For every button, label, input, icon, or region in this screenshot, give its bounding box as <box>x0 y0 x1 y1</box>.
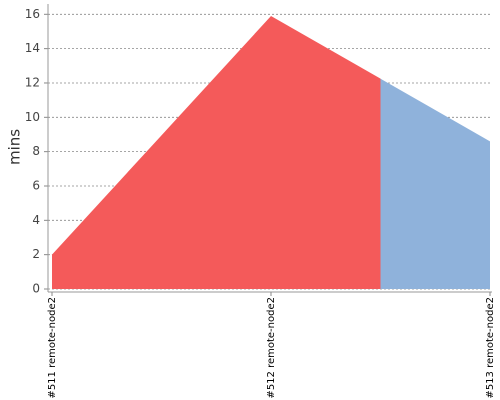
y-tick-label: 10 <box>25 110 40 124</box>
x-tick-label: #513 remote-node2 <box>485 297 496 399</box>
y-tick-label: 0 <box>32 282 40 296</box>
y-tick-label: 16 <box>25 7 40 21</box>
y-axis-label: mins <box>6 129 24 165</box>
x-tick-label: #512 remote-node2 <box>266 297 277 399</box>
y-tick-label: 14 <box>25 41 40 55</box>
y-tick-label: 12 <box>25 75 40 89</box>
y-tick-label: 2 <box>32 247 40 261</box>
y-tick-label: 6 <box>32 178 40 192</box>
y-tick-label: 4 <box>32 213 40 227</box>
area-segment <box>380 78 490 289</box>
area-segment <box>52 135 162 289</box>
y-tick-label: 8 <box>32 144 40 158</box>
x-tick-label: #511 remote-node2 <box>47 297 58 399</box>
area-segment <box>161 16 381 290</box>
